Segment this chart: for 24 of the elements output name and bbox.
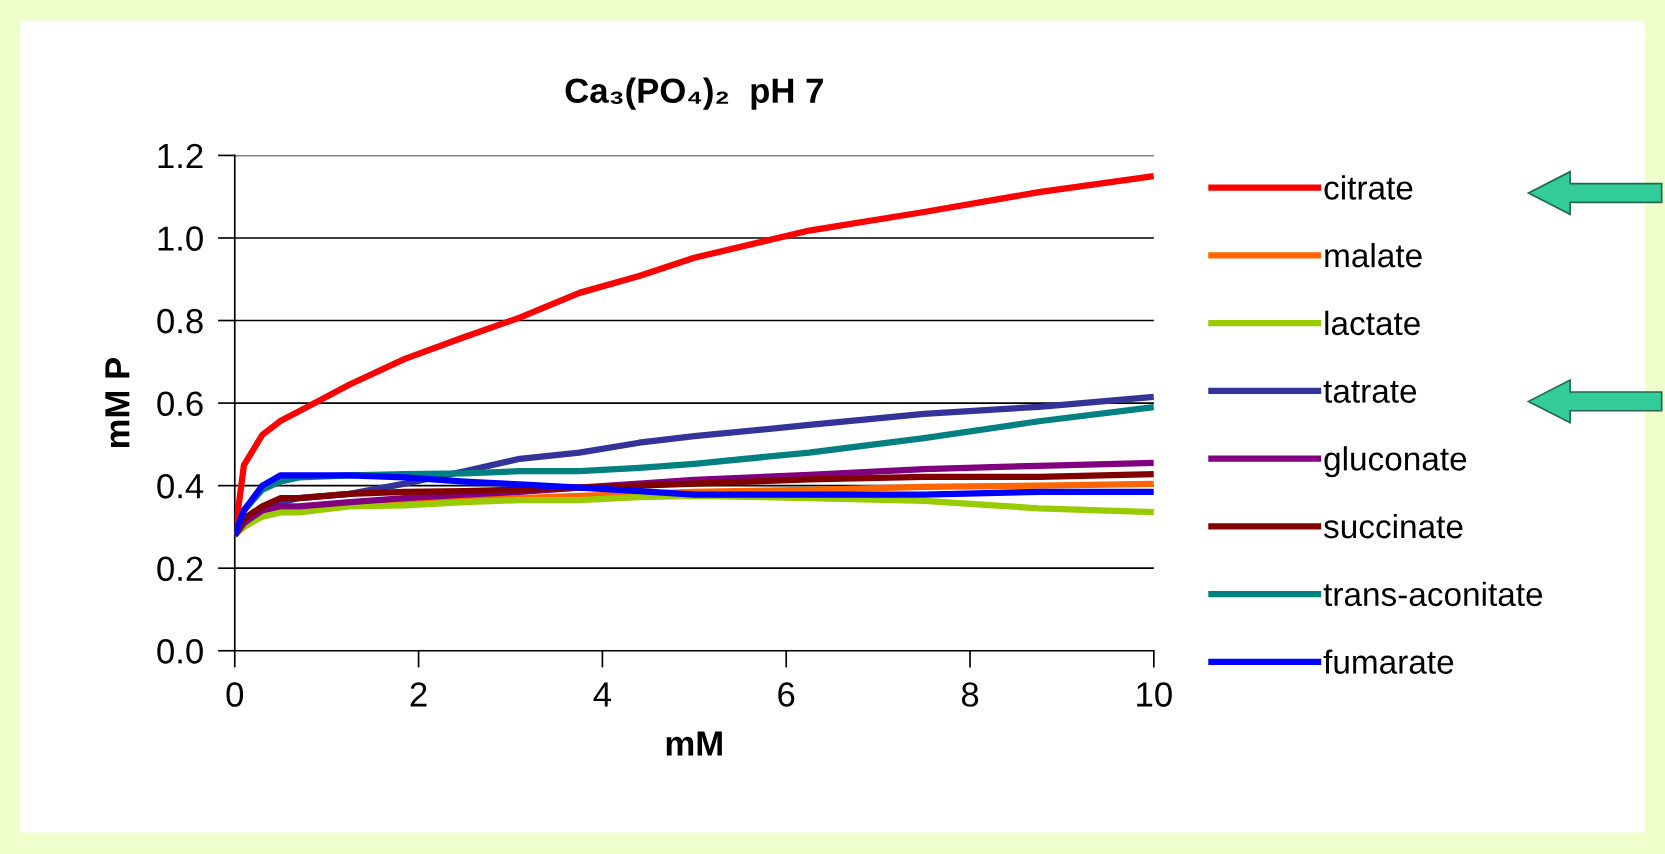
y-axis-title: mM P [105, 357, 130, 448]
legend-label: gluconate [1324, 446, 1467, 478]
y-tick-label: 0.8 [157, 308, 203, 334]
legend-label: malate [1325, 242, 1422, 268]
y-tick-label: 1.2 [158, 143, 203, 169]
y-tick-label: 1.0 [158, 226, 203, 251]
x-tick-label: 0 [226, 682, 244, 707]
x-tick-label: 6 [778, 682, 795, 707]
legend-label: tatrate [1323, 381, 1417, 403]
x-axis-title: mM [666, 731, 722, 756]
legend-label: trans-aconitate [1323, 581, 1543, 607]
x-tick-label: 4 [593, 682, 612, 707]
legend-label: citrate [1324, 175, 1413, 200]
y-tick-label: 0.6 [157, 391, 203, 417]
legend-label: fumarate [1323, 649, 1454, 674]
y-tick-label: 0.0 [157, 639, 203, 664]
x-tick-label: 2 [410, 682, 427, 707]
chart-title: Ca₃(PO₄)₂ pH 7 [565, 77, 823, 110]
x-tick-label: 8 [961, 682, 979, 707]
y-tick-label: 0.4 [157, 473, 204, 499]
y-tick-label: 0.2 [157, 556, 203, 582]
legend-label: lactate [1325, 310, 1420, 336]
x-tick-label: 10 [1137, 682, 1172, 707]
legend-label: succinate [1324, 513, 1463, 539]
